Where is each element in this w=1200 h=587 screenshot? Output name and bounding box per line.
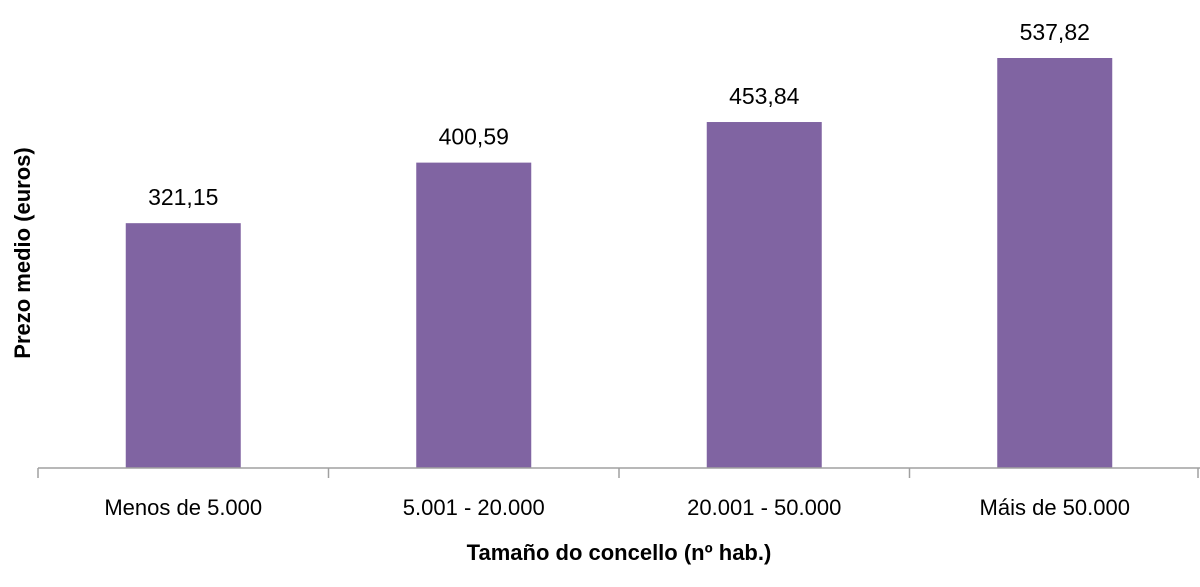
data-label: 453,84 [729,83,800,109]
bar [416,162,532,468]
x-axis-title: Tamaño do concello (nº hab.) [467,540,772,565]
y-axis-title: Prezo medio (euros) [10,147,35,358]
x-tick-label: Máis de 50.000 [980,495,1130,520]
x-tick-label: 5.001 - 20.000 [403,495,545,520]
data-label: 400,59 [439,124,509,150]
data-label: 537,82 [1020,19,1090,45]
x-tick-label: 20.001 - 50.000 [687,495,841,520]
bar [706,122,822,468]
bar [125,223,241,468]
bars-group: 321,15 Menos de 5.000 400,59 5.001 - 20.000… [104,19,1130,520]
x-axis-ticks [37,468,1199,478]
bar [997,58,1113,468]
x-tick-label: Menos de 5.000 [104,495,262,520]
data-label: 321,15 [148,184,218,210]
